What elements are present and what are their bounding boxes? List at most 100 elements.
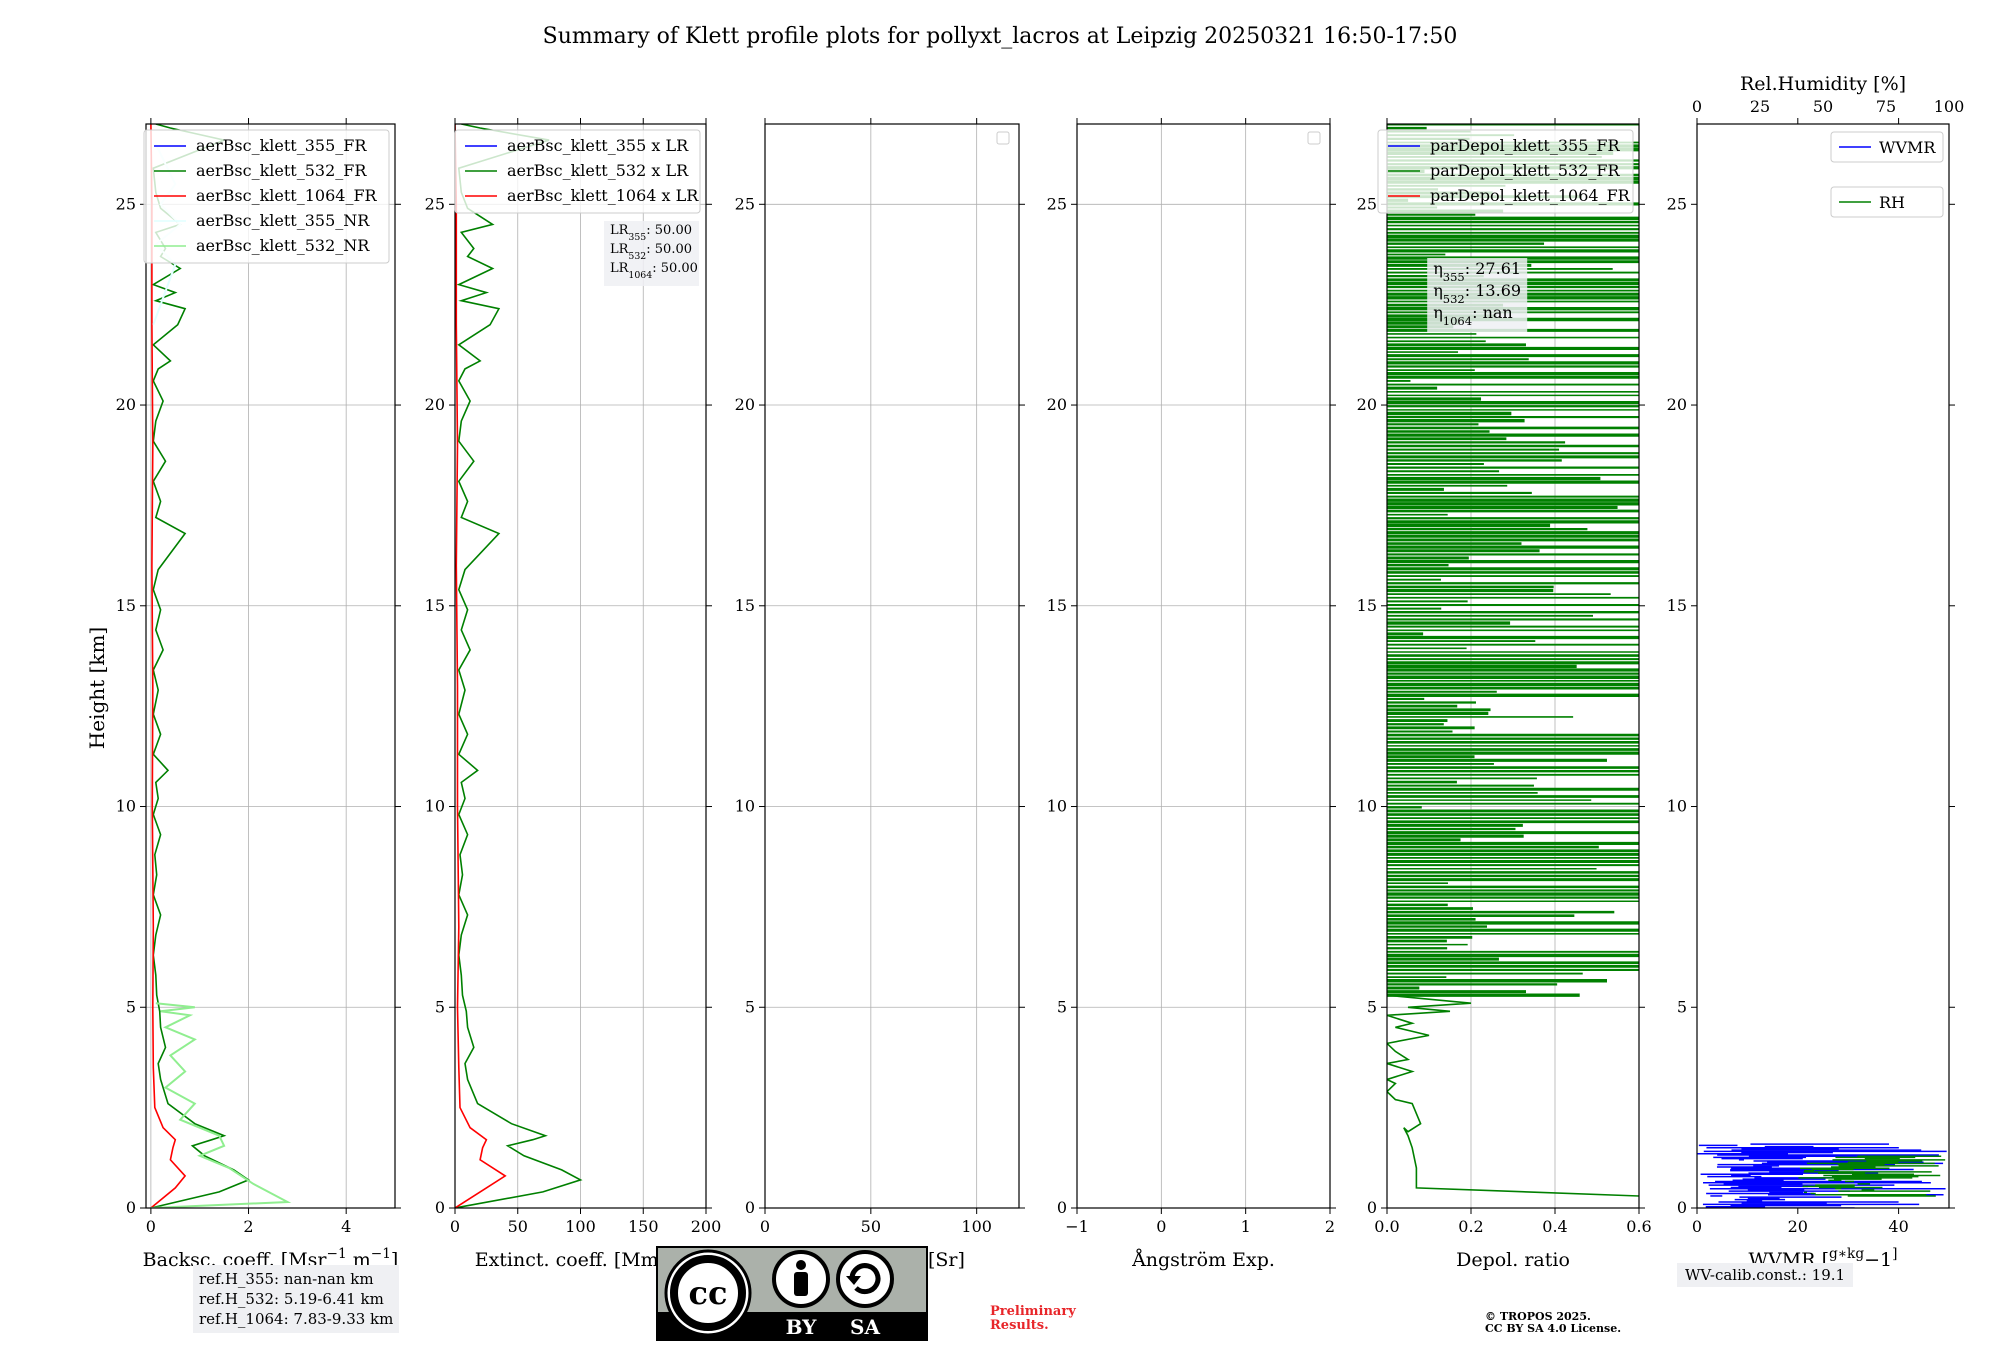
- x-tick-label: 0.0: [1374, 1217, 1399, 1236]
- sa-label: SA: [850, 1315, 880, 1339]
- x-axis-label-part: g∗kg: [1829, 1246, 1864, 1262]
- legend-label: RH: [1879, 193, 1905, 212]
- y-tick-label: 15: [1667, 596, 1687, 615]
- reference-heights-box: ref.H_355: nan-nan km ref.H_532: 5.19-6.…: [193, 1265, 400, 1333]
- annotation-line-part: 355: [628, 232, 646, 243]
- panel-lidar_ratio: 0501000510152025Lidar ratio [Sr]: [735, 118, 1025, 1271]
- annotation-line: η355: 27.61: [1433, 259, 1521, 284]
- top-x-axis-label: Rel.Humidity [%]: [1740, 73, 1906, 95]
- annotation-line-part: : 50.00: [646, 223, 692, 238]
- annotation-line-part: 532: [1443, 292, 1465, 306]
- x-axis-label: Extinct. coeff. [Mm−1]: [475, 1246, 687, 1271]
- plot-area: [455, 124, 583, 1208]
- series-line-aerBsc_klett_1064 x LR: [455, 124, 507, 1208]
- top-x-tick-label: 0: [1692, 97, 1702, 116]
- x-axis-label-part: −1: [327, 1246, 347, 1262]
- y-tick-label: 20: [1047, 395, 1067, 414]
- series-line-aerBsc_klett_1064_FR: [150, 124, 187, 1208]
- x-axis-label-part: ]: [1892, 1246, 1897, 1262]
- preliminary-line-2: Results.: [990, 1318, 1049, 1333]
- series-line-aerBsc_klett_532_NR: [150, 1002, 292, 1208]
- top-x-tick-label: 75: [1876, 97, 1896, 116]
- y-tick-label: 0: [1677, 1198, 1687, 1217]
- legend-box: [454, 129, 701, 214]
- y-tick-label: 20: [425, 395, 445, 414]
- cc-by-sa-badge: cc BY SA: [656, 1246, 928, 1341]
- cc-ring-icon: [670, 1255, 746, 1331]
- copyright-line-1: © TROPOS 2025.: [1485, 1310, 1591, 1323]
- annotation-background: [604, 221, 699, 286]
- sa-arrow-arc: [849, 1263, 881, 1295]
- axes-frame: [764, 123, 1020, 1209]
- x-tick-label: 40: [1888, 1217, 1908, 1236]
- legend-box: [1830, 186, 1944, 218]
- x-tick-label: 100: [565, 1217, 596, 1236]
- x-tick-label: 50: [861, 1217, 881, 1236]
- person-head: [796, 1260, 806, 1270]
- series-line-aerBsc_klett_532 x LR: [455, 124, 583, 1208]
- annotation-line: LR355: 50.00: [610, 223, 692, 243]
- annotation-line-part: LR: [610, 242, 630, 257]
- x-tick-label: 1: [1241, 1217, 1251, 1236]
- series-line-parDepol_klett_532_FR: [1387, 994, 1639, 1197]
- annotation-line-part: η: [1433, 303, 1443, 322]
- legend-label: aerBsc_klett_532_NR: [196, 236, 370, 255]
- legend-RH: RH: [1830, 186, 1944, 218]
- x-tick-label: −1: [1065, 1217, 1089, 1236]
- x-axis-label-part: −1: [371, 1246, 391, 1262]
- legend: parDepol_klett_355_FR parDepol_klett_532_…: [1377, 129, 1634, 214]
- y-tick-label: 10: [425, 797, 445, 816]
- x-axis-label-part: ]: [391, 1249, 398, 1271]
- annotation-line-part: η: [1433, 259, 1443, 278]
- annotation-line-part: LR: [610, 261, 630, 276]
- y-tick-label: 0: [1057, 1198, 1067, 1217]
- y-tick-label: 5: [1677, 997, 1687, 1016]
- y-tick-label: 5: [126, 997, 136, 1016]
- y-tick-label: 15: [425, 596, 445, 615]
- annotation-line-part: 1064: [628, 270, 652, 281]
- annotation-line-part: 532: [628, 251, 646, 262]
- top-x-tick-label: 100: [1934, 97, 1965, 116]
- series-RH: [1798, 1155, 1946, 1197]
- series-segments-parDepol_klett_532_FR: [1387, 124, 1639, 997]
- y-tick-label: 5: [1057, 997, 1067, 1016]
- preliminary-note: Preliminary Results.: [990, 1305, 1076, 1333]
- panel-depol: 0.0 0.2 0.4 0.6 0 5 10 15 20 25 Depol. ratio parDep…: [1357, 118, 1652, 1271]
- y-tick-label: 5: [745, 997, 755, 1016]
- annotation-line-part: : 27.61: [1465, 259, 1521, 278]
- y-tick-label: 5: [1367, 997, 1377, 1016]
- legend-label: aerBsc_klett_532_FR: [196, 161, 367, 180]
- x-tick-label: 0: [760, 1217, 770, 1236]
- annotation-line: η532: 13.69: [1433, 281, 1521, 306]
- annotation-background: [1427, 258, 1528, 332]
- annotation-line-part: : nan: [1472, 303, 1513, 322]
- y-tick-label: 10: [1047, 797, 1067, 816]
- y-tick-label: 10: [735, 797, 755, 816]
- plot-area: [1387, 124, 1639, 1197]
- x-tick-label: 150: [628, 1217, 659, 1236]
- legend: aerBsc_klett_355_FR aerBsc_klett_532_FRae…: [143, 129, 390, 264]
- legend-box: [1377, 129, 1634, 214]
- annotation-line: LR532: 50.00: [610, 242, 692, 262]
- y-tick-label: 10: [116, 797, 136, 816]
- y-tick-label: 25: [735, 194, 755, 213]
- y-tick-label: 10: [1667, 797, 1687, 816]
- by-label: BY: [786, 1315, 818, 1339]
- y-tick-label: 20: [116, 395, 136, 414]
- y-tick-label: 10: [1357, 797, 1377, 816]
- y-tick-label: 25: [1047, 194, 1067, 213]
- plot-area: [1697, 1143, 1947, 1208]
- x-tick-label: 0: [1692, 1217, 1702, 1236]
- axes-frame: [1076, 123, 1331, 1209]
- x-tick-label: 4: [341, 1217, 351, 1236]
- panel-extinction: 0 50 100 150 200 0 5 10 15 20 25 Extinct. coeff. [M…: [425, 118, 722, 1271]
- figure-title: Summary of Klett profile plots for polly…: [543, 24, 1458, 49]
- x-tick-label: 50: [508, 1217, 528, 1236]
- y-tick-label: 20: [735, 395, 755, 414]
- y-tick-label: 0: [745, 1198, 755, 1217]
- x-tick-label: 200: [691, 1217, 722, 1236]
- legend-label: aerBsc_klett_355_FR: [196, 136, 367, 155]
